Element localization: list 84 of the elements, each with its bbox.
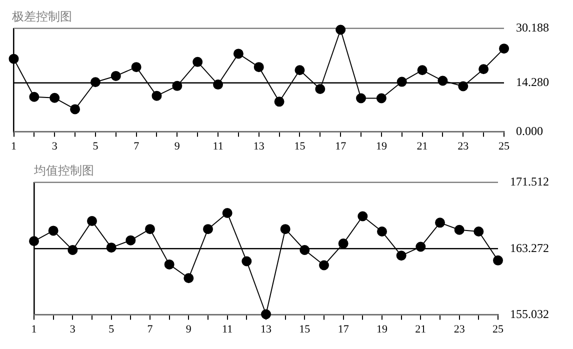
point xyxy=(50,92,60,103)
x-tick-label: 13 xyxy=(253,140,265,152)
point xyxy=(435,218,445,228)
x-tick-label: 1 xyxy=(31,323,37,336)
point xyxy=(48,226,58,236)
x-tick-label: 19 xyxy=(376,140,388,152)
chart-title: 均值控制图 xyxy=(33,163,94,178)
point xyxy=(438,76,448,86)
x-tick-label: 11 xyxy=(222,323,233,336)
point xyxy=(336,24,346,35)
point xyxy=(192,56,203,67)
x-tick-label: 5 xyxy=(92,140,99,152)
y-tick-label: 155.032 xyxy=(510,306,549,321)
point xyxy=(164,259,174,270)
point xyxy=(184,273,194,284)
point xyxy=(203,224,213,234)
x-tick-label: 7 xyxy=(134,140,140,152)
x-tick-label: 25 xyxy=(492,323,504,336)
x-tick-label: 25 xyxy=(498,140,510,152)
y-tick-label: 171.512 xyxy=(510,174,549,189)
point xyxy=(474,226,484,237)
point xyxy=(68,244,78,255)
x-tick-label: 15 xyxy=(294,140,306,152)
point xyxy=(319,260,329,270)
point xyxy=(294,65,305,76)
x-tick-label: 21 xyxy=(415,323,426,336)
point xyxy=(152,90,162,101)
chart-title: 极差控制图 xyxy=(11,9,72,24)
point xyxy=(261,309,271,320)
x-tick-label: 17 xyxy=(335,140,347,152)
point xyxy=(300,244,310,255)
point xyxy=(29,92,40,102)
x-tick-label: 23 xyxy=(458,140,470,152)
point xyxy=(376,93,386,104)
y-tick-label: 30.188 xyxy=(516,20,549,35)
point xyxy=(87,216,97,226)
x-tick-label: 11 xyxy=(212,140,224,152)
point xyxy=(358,211,368,222)
point xyxy=(493,255,503,266)
x-tick-label: 19 xyxy=(376,323,388,336)
point xyxy=(110,70,121,81)
point xyxy=(356,93,366,104)
point xyxy=(8,54,19,64)
point xyxy=(499,44,509,54)
point xyxy=(106,242,116,253)
point xyxy=(315,84,326,94)
y-tick-label: 0.000 xyxy=(516,124,543,138)
x-tick-label: 9 xyxy=(186,323,192,336)
point xyxy=(458,81,468,92)
x-tick-label: 13 xyxy=(260,323,272,336)
point xyxy=(233,48,244,59)
point xyxy=(254,62,264,72)
x-tick-label: 17 xyxy=(338,323,350,336)
x-tick-label: 7 xyxy=(147,323,154,336)
point xyxy=(377,226,387,237)
point xyxy=(172,80,182,91)
x-tick-label: 3 xyxy=(52,140,58,152)
point xyxy=(396,76,407,87)
point xyxy=(29,236,39,246)
point xyxy=(222,208,232,218)
point xyxy=(396,250,406,261)
point xyxy=(274,96,284,107)
point xyxy=(416,242,426,252)
y-tick-label: 14.280 xyxy=(516,75,549,90)
x-tick-label: 9 xyxy=(174,140,180,152)
y-tick-label: 163.272 xyxy=(510,240,549,255)
point xyxy=(90,77,100,88)
point xyxy=(70,104,80,114)
point xyxy=(417,65,428,76)
point xyxy=(145,224,155,234)
x-tick-label: 21 xyxy=(416,140,428,152)
x-tick-label: 15 xyxy=(299,323,311,336)
x-tick-label: 23 xyxy=(454,323,466,336)
x-tick-label: 3 xyxy=(70,323,76,336)
point xyxy=(126,235,136,246)
point xyxy=(213,80,224,90)
x-tick-label: 1 xyxy=(11,140,16,152)
point xyxy=(280,224,290,234)
point xyxy=(454,224,464,235)
point xyxy=(478,64,489,74)
point xyxy=(131,62,142,72)
point xyxy=(338,238,348,249)
point xyxy=(242,256,252,266)
x-tick-label: 5 xyxy=(108,323,115,336)
